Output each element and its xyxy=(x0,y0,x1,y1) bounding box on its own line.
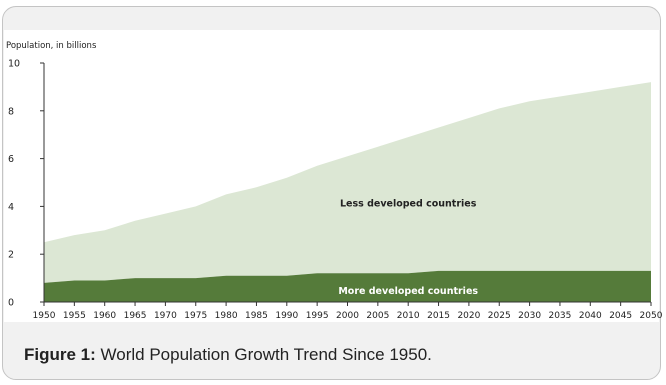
x-tick-label: 1950 xyxy=(33,311,56,321)
area-less-developed xyxy=(44,82,651,283)
x-tick-label: 1975 xyxy=(184,311,207,321)
y-tick-label: 8 xyxy=(8,106,14,117)
y-tick-label: 10 xyxy=(8,59,20,70)
y-tick-label: 4 xyxy=(8,202,14,213)
x-tick-label: 2005 xyxy=(366,311,389,321)
x-tick-label: 1985 xyxy=(245,311,268,321)
chart-areas xyxy=(44,82,651,302)
x-tick-label: 2010 xyxy=(397,311,420,321)
y-tick-label: 0 xyxy=(8,298,14,309)
area-more-developed xyxy=(44,270,651,302)
x-tick-label: 1970 xyxy=(154,311,177,321)
x-tick-label: 2045 xyxy=(609,311,632,321)
x-tick-label: 1960 xyxy=(93,311,116,321)
figure-number: Figure 1: xyxy=(24,345,96,364)
x-tick-label: 2025 xyxy=(488,311,511,321)
x-tick-label: 1990 xyxy=(275,311,298,321)
y-axis-ticks: 0 2 4 6 8 10 xyxy=(8,59,44,309)
x-tick-label: 2040 xyxy=(579,311,602,321)
x-tick-label: 2020 xyxy=(457,311,480,321)
y-tick-label: 6 xyxy=(8,154,14,165)
x-tick-label: 2050 xyxy=(640,311,663,321)
x-tick-label: 1965 xyxy=(124,311,147,321)
figure-caption: Figure 1: World Population Growth Trend … xyxy=(24,345,432,365)
x-tick-label: 1995 xyxy=(306,311,329,321)
x-tick-label: 2030 xyxy=(518,311,541,321)
series-label-more-developed: More developed countries xyxy=(338,286,478,297)
x-axis-ticks: 1950 1955 1960 1965 1970 1975 1980 1985 1990 1995… xyxy=(33,302,663,321)
x-tick-label: 2000 xyxy=(336,311,359,321)
y-tick-label: 2 xyxy=(8,250,14,261)
x-tick-label: 2015 xyxy=(427,311,450,321)
x-tick-label: 1955 xyxy=(63,311,86,321)
x-tick-label: 1980 xyxy=(215,311,238,321)
series-label-less-developed: Less developed countries xyxy=(340,198,477,209)
figure-caption-text: World Population Growth Trend Since 1950… xyxy=(95,345,432,364)
x-tick-label: 2035 xyxy=(548,311,571,321)
y-axis-label: Population, in billions xyxy=(6,41,97,51)
